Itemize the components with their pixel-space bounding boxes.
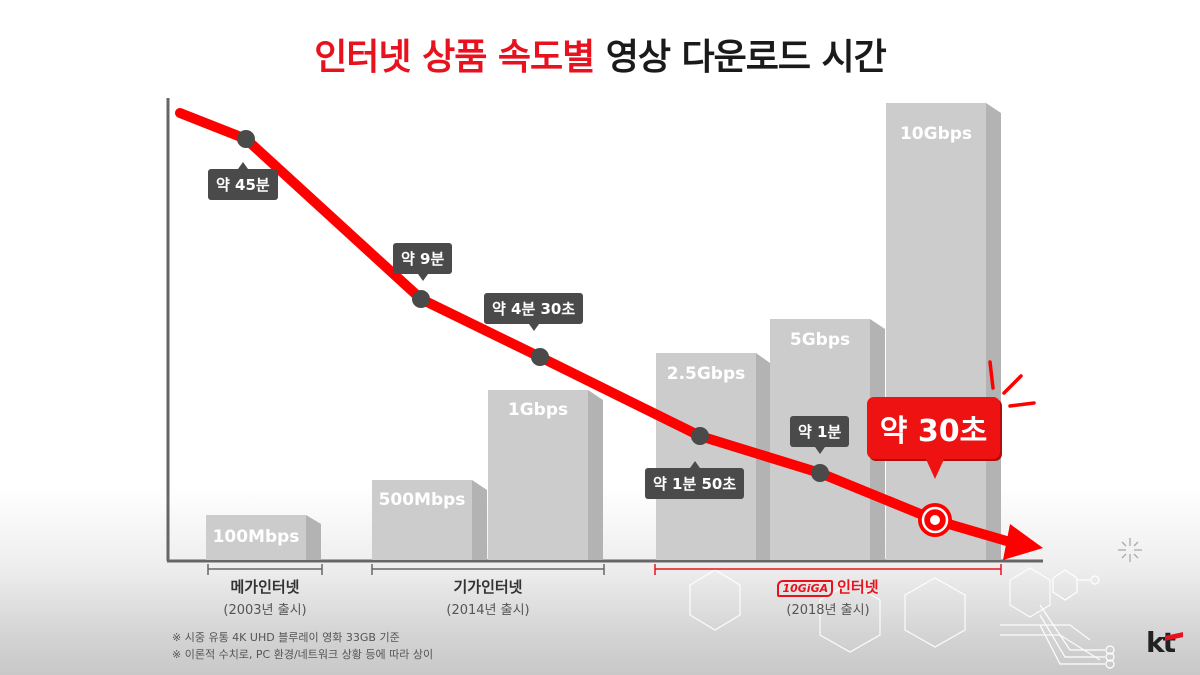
circuit-decoration-right (1039, 569, 1115, 669)
group-year: (2018년 출시) (786, 603, 870, 618)
bar-2-5gbps (656, 353, 770, 560)
group-year: (2003년 출시) (223, 603, 307, 618)
tooltip-4min30s: 약 4분 30초 (484, 293, 584, 331)
bar-label-5gbps: 5Gbps (789, 330, 851, 350)
bar-1gbps (488, 390, 603, 560)
group-mega-internet: 메가인터넷 (2003년 출시) (195, 576, 335, 618)
tooltip-45min: 약 45분 (208, 162, 278, 200)
tooltip-9min: 약 9분 (393, 243, 453, 281)
group-year: (2014년 출시) (446, 603, 530, 618)
group-10giga-internet: 10GiGA 인터넷 (2018년 출시) (748, 576, 908, 618)
burst-icon (988, 360, 1036, 408)
group-giga-internet: 기가인터넷 (2014년 출시) (418, 576, 558, 618)
bar-label-2-5gbps: 2.5Gbps (666, 364, 746, 384)
bar-label-500mbps: 500Mbps (378, 490, 466, 510)
title-rest: 영상 다운로드 시간 (605, 37, 887, 78)
bar-10gbps (886, 103, 1001, 560)
bar-100mbps (206, 515, 321, 560)
tooltip-1min50s: 약 1분 50초 (645, 461, 745, 499)
bar-label-10gbps: 10Gbps (899, 124, 973, 144)
bar-label-100mbps: 100Mbps (212, 527, 300, 547)
group-name: 인터넷 (837, 578, 879, 596)
target-point-icon (918, 503, 952, 537)
title-highlight: 인터넷 상품 속도별 (314, 37, 595, 78)
page-title: 인터넷 상품 속도별 영상 다운로드 시간 (0, 28, 1200, 80)
footnote: ※ 시중 유통 4K UHD 블루레이 영화 33GB 기준 (172, 631, 400, 644)
tooltip-1min: 약 1분 (790, 416, 850, 454)
kt-logo-icon: kt (1146, 626, 1176, 659)
bar-label-1gbps: 1Gbps (507, 400, 569, 420)
kt-logo-t: t (1162, 626, 1176, 659)
download-time-line (175, 108, 1015, 547)
kt-logo-k: k (1146, 626, 1165, 659)
bracket-giga (371, 564, 605, 575)
group-name: 메가인터넷 (230, 578, 300, 596)
group-name: 기가인터넷 (453, 578, 523, 596)
sparkle-icon (1118, 538, 1142, 562)
bracket-mega (207, 564, 323, 575)
arrow-head-icon (1003, 524, 1043, 560)
data-points (237, 130, 829, 482)
10giga-logo-icon: 10GiGA (777, 580, 834, 597)
bracket-10giga (654, 564, 1002, 575)
footnote: ※ 이론적 수치로, PC 환경/네트워크 상황 등에 따라 상이 (172, 648, 434, 661)
tooltip-30s-highlight: 약 30초 (867, 397, 1000, 479)
footnotes: ※ 시중 유통 4K UHD 블루레이 영화 33GB 기준 ※ 이론적 수치로… (172, 629, 433, 663)
bar-500mbps (372, 480, 487, 560)
